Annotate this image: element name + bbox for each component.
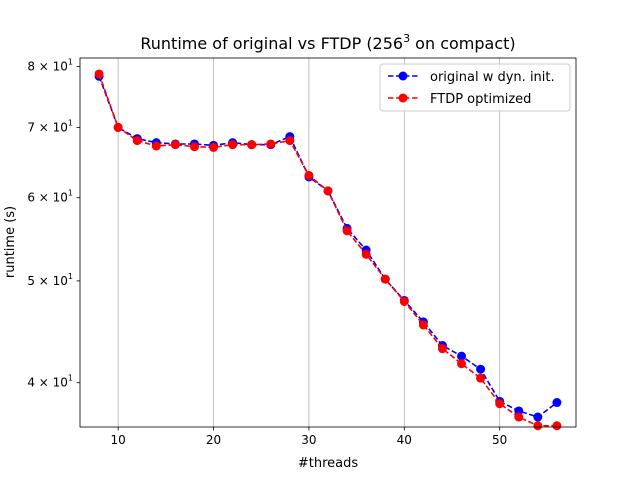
legend-marker-original [398, 71, 408, 81]
series-0-point [457, 351, 467, 361]
series-1-point [495, 399, 505, 409]
series-1-point [170, 140, 180, 150]
tick-layer: 10 20 30 40 50 8 × 101 7 × 101 6 × 101 5 × 101 4 … [27, 57, 507, 447]
legend: original w dyn. init. FTDP optimized [379, 63, 571, 112]
y-tick-label: 6 × 101 [27, 189, 73, 205]
series-1-point [514, 412, 524, 422]
y-tick-label: 5 × 101 [27, 272, 73, 288]
series-1-point [552, 421, 562, 431]
legend-box [379, 63, 571, 112]
series-1-point [247, 140, 257, 150]
series-1-point [342, 226, 352, 236]
series-1-point [437, 344, 447, 354]
series-0-point [552, 398, 562, 408]
series-1-point [476, 373, 486, 383]
series-1-point [285, 136, 295, 146]
series-1-point [228, 140, 238, 150]
y-tick-label: 7 × 101 [27, 118, 73, 134]
x-tick-label: 10 [111, 433, 126, 447]
series-1-point [361, 249, 371, 259]
y-axis-label: runtime (s) [3, 206, 18, 278]
series-1-point [323, 186, 333, 196]
grid-layer [117, 58, 501, 427]
series-1-point [418, 320, 428, 330]
legend-marker-ftdp [398, 93, 408, 103]
series-1-point [132, 136, 142, 146]
series-1-point [209, 142, 219, 152]
legend-label-ftdp: FTDP optimized [430, 92, 531, 107]
series-1-point [304, 170, 314, 180]
series-1-point [266, 139, 276, 149]
y-tick-label: 8 × 101 [27, 57, 73, 73]
legend-label-original: original w dyn. init. [430, 70, 555, 85]
chart-title-main: Runtime of original vs FTDP (256 [140, 34, 403, 53]
series-1-point [533, 421, 543, 431]
series-1-point [113, 122, 123, 132]
x-tick-label: 40 [397, 433, 412, 447]
chart-title-superscript: 3 [403, 32, 410, 45]
series-layer [94, 69, 562, 431]
series-1-point [189, 142, 199, 152]
series-1-point [399, 296, 409, 306]
x-tick-label: 50 [492, 433, 507, 447]
chart-title-suffix: on compact) [410, 34, 516, 53]
series-0-point [476, 364, 486, 374]
x-tick-label: 30 [301, 433, 316, 447]
x-axis-label: #threads [298, 456, 359, 471]
series-0-point [533, 412, 543, 422]
x-tick-label: 20 [206, 433, 221, 447]
series-1-point [380, 274, 390, 284]
series-1-point [151, 141, 161, 151]
series-1-point [94, 69, 104, 79]
y-tick-label: 4 × 101 [27, 374, 73, 390]
series-1-point [457, 359, 467, 369]
chart-title: Runtime of original vs FTDP (2563 on com… [140, 32, 515, 53]
plot-frame [79, 57, 577, 428]
